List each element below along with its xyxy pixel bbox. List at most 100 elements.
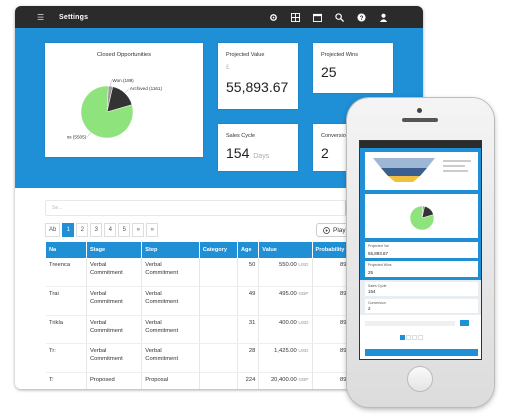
opportunity-table: Na Stage Step Category Age Value Probabi… [46, 242, 371, 389]
col-header-probability[interactable]: Probability [312, 242, 358, 258]
sales-cycle-card[interactable]: Sales Cycle 154 Days [218, 124, 298, 171]
phone-page-button[interactable] [412, 335, 417, 340]
cell-currency: USD [298, 349, 309, 354]
page-last-button[interactable]: » [146, 223, 159, 237]
phone-page-button[interactable] [406, 335, 411, 340]
cell-value: 1,425.00 USD [258, 343, 313, 373]
projected-value: 55,893.67 [226, 79, 289, 95]
phone-field-0[interactable]: Projected Val 55,893.67 [365, 242, 478, 258]
cell-age: 50 [237, 258, 260, 287]
table-row[interactable]: Trai Verbal Commitment Verbal Commitment 49… [46, 286, 371, 316]
search-input[interactable]: Se... [45, 200, 415, 216]
page-button[interactable]: 3 [90, 223, 103, 237]
pie-label-leader [110, 80, 112, 87]
menu-icon[interactable]: ☰ [37, 12, 45, 22]
sales-cycle-unit: Days [253, 153, 270, 160]
phone-page-button[interactable] [418, 335, 423, 340]
col-header-name[interactable]: Na [46, 242, 87, 258]
cell-age: 224 [237, 372, 260, 389]
phone-field-2[interactable]: Sales Cycle 154 [365, 282, 478, 296]
projected-wins-card[interactable]: Projected Wins 25 [313, 43, 393, 93]
dashboard-kpi-panel: Closed Opportunities Won (189) Archived (… [15, 28, 423, 188]
cell-step: Verbal Commitment [141, 258, 200, 287]
toolbar-icons: ? [268, 6, 389, 28]
cell-age: 49 [237, 286, 260, 316]
phone-navbar [360, 141, 481, 148]
chart-title: Closed Opportunities [96, 52, 152, 58]
calendar-icon[interactable] [312, 12, 323, 23]
search-placeholder: Se... [52, 205, 63, 211]
user-icon[interactable] [378, 12, 389, 23]
table-row[interactable]: Tr: Verbal Commitment Verbal Commitment 28 1… [46, 343, 371, 373]
page-button[interactable]: 5 [118, 223, 131, 237]
pagination: Ab 1 2 3 4 5 » » [45, 223, 159, 237]
cell-category [199, 286, 239, 316]
search-icon[interactable] [334, 12, 345, 23]
help-icon[interactable]: ? [356, 12, 367, 23]
phone-field-1[interactable]: Projected Wins 25 [365, 261, 478, 277]
projected-wins-value: 25 [321, 64, 337, 80]
pie-chart: Won (189) Archived (1161) os (5505) [67, 78, 163, 140]
cell-step: Verbal Commitment [141, 286, 200, 316]
cell-name: Treenca [46, 258, 87, 287]
phone-search-input[interactable] [365, 321, 455, 326]
col-header-stage[interactable]: Stage [86, 242, 143, 258]
cell-category [199, 315, 239, 344]
page-next-button[interactable]: » [132, 223, 145, 237]
table-header-row: Na Stage Step Category Age Value Probabi… [46, 242, 371, 258]
phone-home-button[interactable] [407, 366, 433, 392]
cell-value: 400.00 USD [258, 315, 313, 344]
phone-speaker [402, 118, 438, 122]
cell-stage: Verbal Commitment [86, 286, 143, 316]
currency-icon: £ [226, 65, 230, 71]
cell-name: Tr: [46, 343, 87, 373]
funnel-chart [373, 158, 471, 182]
pie-slice[interactable] [80, 85, 134, 139]
play-icon [323, 226, 330, 234]
phone-list-section [360, 315, 481, 359]
projected-wins-label: Projected Wins [321, 52, 358, 58]
cell-step: Verbal Commitment [141, 343, 200, 373]
pie-label: Won (189) [112, 78, 134, 83]
phone-field-3[interactable]: Conversion 2 [365, 299, 478, 313]
conversion-label: Conversion [321, 133, 349, 139]
cell-currency: GBP [298, 377, 309, 383]
page-button[interactable]: 2 [76, 223, 89, 237]
phone-play-button[interactable] [460, 320, 469, 326]
cell-currency: GBP [298, 292, 309, 297]
col-header-step[interactable]: Step [141, 242, 200, 258]
projected-value-card[interactable]: Projected Value £ 55,893.67 [218, 43, 298, 109]
phone-screen: Projected Val 55,893.67 Projected Wins 2… [359, 140, 482, 360]
page-button[interactable]: 1 [62, 223, 75, 237]
gear-icon[interactable] [268, 12, 279, 23]
page-button[interactable]: 4 [104, 223, 117, 237]
cell-stage: Verbal Commitment [86, 315, 143, 344]
sales-cycle-label: Sales Cycle [226, 133, 256, 139]
pie-slice[interactable] [409, 205, 435, 231]
cell-value: 20,400.00 GBP [258, 372, 313, 389]
cell-currency: USD [298, 263, 309, 268]
play-label: Play [333, 226, 346, 234]
closed-opportunities-card[interactable]: Closed Opportunities Won (189) Archived (… [45, 43, 203, 157]
pagination-prev[interactable]: Ab [45, 223, 61, 237]
table-row[interactable]: Trikla Verbal Commitment Verbal Commitment… [46, 315, 371, 344]
grid-icon[interactable] [290, 12, 301, 23]
cell-name: T: [46, 372, 87, 389]
phone-camera [417, 108, 422, 113]
cell-currency: USD [298, 320, 309, 326]
play-button[interactable]: Play [316, 223, 353, 237]
cell-name: Trai [46, 286, 87, 316]
svg-text:?: ? [360, 14, 364, 21]
phone-pie-card[interactable] [365, 194, 478, 238]
table-row[interactable]: Treenca Verbal Commitment Verbal Commitmen… [46, 258, 371, 287]
phone-page-button[interactable] [400, 335, 405, 340]
col-header-value[interactable]: Value [258, 242, 313, 258]
pie-label: os (5505) [67, 135, 87, 140]
col-header-age[interactable]: Age [237, 242, 260, 258]
col-header-category[interactable]: Category [199, 242, 239, 258]
phone-funnel-card[interactable] [365, 152, 478, 190]
cell-stage: Verbal Commitment [86, 343, 143, 373]
cell-stage: Verbal Commitment [86, 258, 143, 287]
